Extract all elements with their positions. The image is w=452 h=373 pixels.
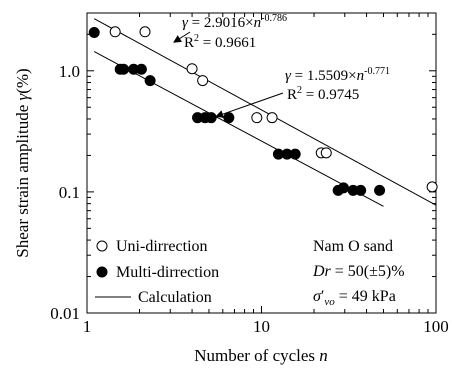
legend: Uni-dirrection Multi-dirrection Calculat… (95, 238, 219, 306)
y-tick-label: 0.1 (59, 183, 80, 202)
material-label: Nam O sand (313, 238, 393, 255)
y-tick-label: 0.01 (50, 304, 80, 323)
fit-line (93, 51, 384, 207)
x-tick-label: 100 (423, 317, 449, 336)
axis-ticks (86, 12, 436, 314)
legend-label-calc: Calculation (138, 289, 212, 306)
multi-direction-point (223, 112, 235, 124)
legend-label-multi: Multi-dirrection (116, 264, 219, 281)
fit-equation-multi: γ = 1.5509×n-0.771 (285, 66, 390, 84)
test-conditions: Nam O sand Dr = 50(±5)% σ′vo = 49 kPa (312, 238, 405, 308)
confining-stress-label: σ′vo = 49 kPa (313, 288, 396, 308)
fit-annotation-uni: γ = 2.9016×n-0.786 R2 = 0.9661 (173, 13, 287, 51)
multi-direction-point (135, 63, 147, 75)
annotation-arrow-uni (173, 31, 191, 43)
uni-direction-point (320, 147, 332, 159)
multi-direction-point (118, 63, 130, 75)
x-tick-label: 1 (83, 317, 92, 336)
x-axis-title: Number of cycles n (194, 346, 328, 365)
x-tick-label: 10 (253, 317, 270, 336)
uni-direction-point (251, 112, 263, 124)
multi-direction-point (337, 182, 349, 194)
data-points (88, 26, 438, 196)
multi-direction-point (289, 148, 301, 160)
multi-direction-point (205, 112, 217, 124)
legend-label-uni: Uni-dirrection (116, 238, 208, 255)
multi-direction-point (355, 184, 367, 196)
uni-direction-point (139, 26, 151, 38)
uni-direction-point (186, 63, 198, 75)
y-axis-title: Shear strain amplitude γ(%) (13, 68, 32, 257)
fit-equation-uni: γ = 2.9016×n-0.786 (182, 13, 287, 31)
uni-direction-point (426, 181, 438, 193)
tick-labels: 1 10 100 0.01 0.1 1.0 (50, 62, 449, 336)
legend-open-circle-marker (96, 240, 108, 252)
multi-direction-point (144, 75, 156, 87)
uni-direction-point (266, 112, 278, 124)
uni-direction-point (197, 75, 209, 87)
y-tick-label: 1.0 (59, 62, 80, 81)
fit-r2-multi: R2 = 0.9745 (287, 85, 359, 103)
multi-direction-point (374, 184, 386, 196)
fit-annotation-multi: γ = 1.5509×n-0.771 R2 = 0.9745 (215, 66, 390, 118)
legend-filled-circle-marker (96, 266, 108, 278)
fit-r2-uni: R2 = 0.9661 (184, 33, 256, 51)
fit-line (93, 18, 437, 206)
uni-direction-point (109, 26, 121, 38)
relative-density-label: Dr = 50(±5)% (312, 263, 405, 280)
annotation-arrow-multi (215, 92, 284, 118)
multi-direction-point (88, 27, 100, 39)
fit-lines (93, 18, 437, 207)
